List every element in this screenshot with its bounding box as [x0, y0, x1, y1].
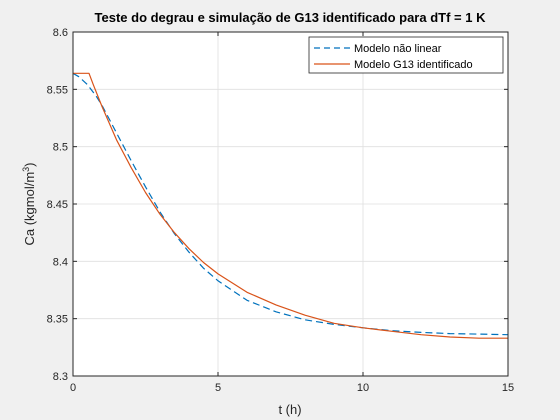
y-tick-label: 8.5	[53, 142, 68, 154]
x-axis-label: t (h)	[278, 402, 301, 417]
y-tick-label: 8.6	[53, 27, 68, 39]
y-tick-label: 8.3	[53, 371, 68, 383]
legend-label-nonlinear: Modelo não linear	[354, 43, 442, 55]
x-tick-label: 5	[215, 382, 221, 394]
series-line-1	[73, 72, 508, 339]
chart-title: Teste do degrau e simulação de G13 ident…	[95, 10, 487, 25]
legend-label-g13: Modelo G13 identificado	[354, 59, 473, 71]
legend-box	[308, 36, 504, 74]
legend: Modelo não linear Modelo G13 identificad…	[308, 36, 504, 74]
series-group	[72, 72, 509, 339]
axis-ticks: 0 5 10 15 8.3 8.35 8.4 8.45 8.5 8.55 8.6	[47, 27, 515, 394]
x-tick-label: 15	[502, 382, 514, 394]
y-axis-label: Ca (kgmol/m3)	[21, 162, 37, 245]
x-tick-label: 10	[357, 382, 369, 394]
y-tick-label: 8.45	[47, 199, 68, 211]
series-line-0	[72, 72, 509, 336]
y-tick-label: 8.35	[47, 314, 68, 326]
y-tick-label: 8.55	[47, 84, 68, 96]
y-tick-label: 8.4	[53, 256, 68, 268]
y-axis-label-base: Ca (kgmol/m	[22, 172, 37, 246]
y-axis-label-superscript: 3	[21, 167, 31, 172]
y-axis-label-close: )	[22, 162, 37, 166]
x-tick-label: 0	[70, 382, 76, 394]
